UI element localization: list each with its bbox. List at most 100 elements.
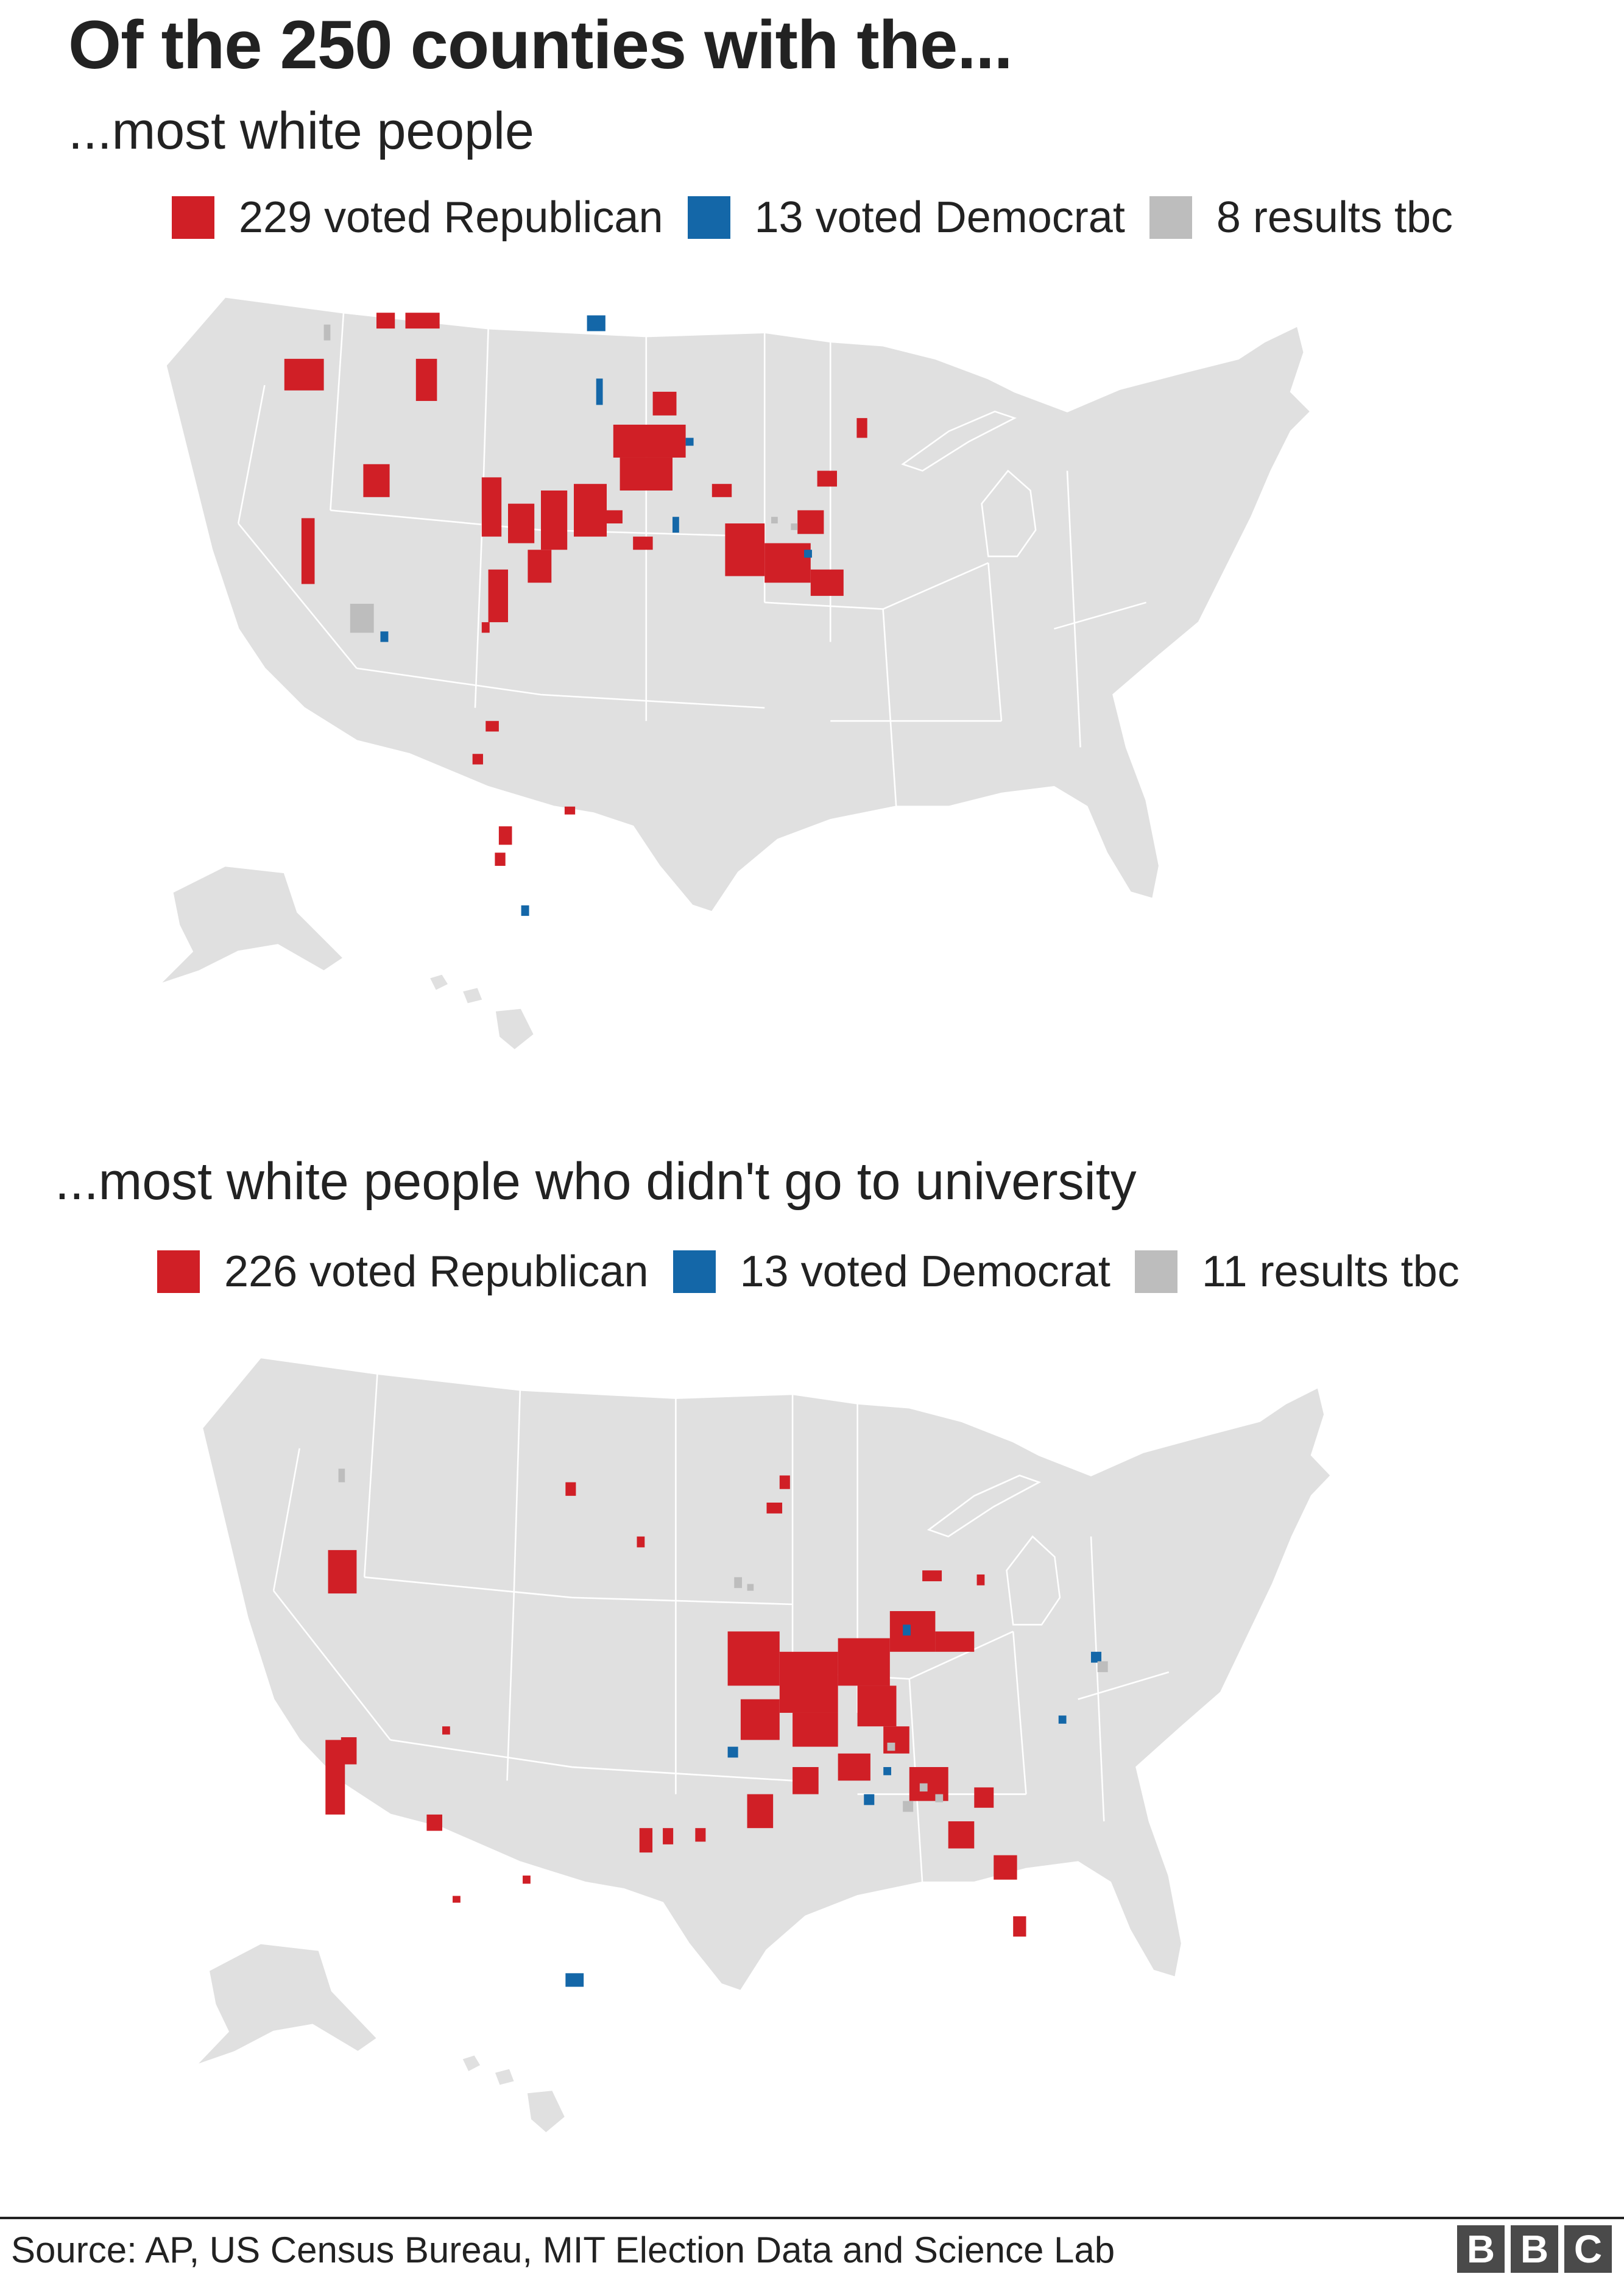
county-republican (695, 1828, 706, 1842)
county-tbc (791, 523, 798, 530)
hawaii-2 (493, 2067, 517, 2087)
county-republican (922, 1570, 942, 1582)
michigan-lower (1006, 1535, 1061, 1626)
county-republican (442, 1726, 450, 1735)
county-republican (1013, 1916, 1026, 1937)
county-republican (528, 550, 552, 583)
county-republican (341, 1737, 357, 1765)
county-democrat (883, 1767, 891, 1776)
county-democrat (1058, 1715, 1067, 1724)
map1-subtitle: ...most white people (68, 102, 534, 160)
swatch-democrat (673, 1250, 716, 1293)
county-republican (405, 313, 440, 329)
county-republican (564, 806, 576, 815)
county-republican (727, 1631, 780, 1686)
county-democrat (864, 1794, 875, 1805)
county-republican (363, 464, 390, 497)
county-republican (485, 721, 499, 732)
hawaii-3 (493, 1007, 535, 1052)
county-democrat (1091, 1651, 1102, 1663)
county-republican (376, 313, 395, 329)
county-republican (574, 484, 607, 537)
county-democrat (380, 631, 389, 642)
us-map-white-no-university (195, 1356, 1332, 2134)
county-republican (711, 484, 732, 497)
us-land (195, 1356, 1332, 2134)
legend-label-republican: 229 voted Republican (239, 193, 663, 242)
michigan-upper (927, 1475, 1042, 1538)
legend-item-democrat: 13 voted Democrat (687, 193, 1125, 243)
legend-item-republican: 229 voted Republican (172, 193, 663, 243)
chart-title: Of the 250 counties with the... (68, 7, 1013, 83)
source-note: Source: AP, US Census Bureau, MIT Electi… (11, 2230, 1115, 2270)
county-democrat (521, 905, 529, 916)
county-tbc (903, 1801, 914, 1812)
state-borders (272, 1373, 1170, 1883)
county-republican (817, 470, 837, 487)
county-republican (415, 358, 437, 402)
county-republican (639, 1828, 653, 1853)
county-tbc (935, 1794, 944, 1802)
alaska (158, 865, 345, 985)
county-republican (426, 1814, 442, 1831)
county-republican (620, 457, 673, 491)
county-republican (301, 518, 315, 584)
county-democrat (685, 438, 694, 446)
county-republican (637, 1536, 645, 1548)
county-republican (857, 1685, 897, 1727)
logo-letter: C (1564, 2225, 1612, 2273)
county-republican (663, 1828, 674, 1844)
county-republican (284, 358, 324, 391)
county-tbc (771, 517, 778, 524)
county-republican (453, 1896, 461, 1903)
alaska (195, 1942, 379, 2066)
county-democrat (587, 315, 605, 331)
county-republican (541, 491, 568, 550)
county-republican (523, 1876, 531, 1884)
legend-label-tbc: 8 results tbc (1216, 193, 1453, 242)
county-republican (495, 852, 506, 866)
county-republican (508, 503, 535, 544)
county-republican (797, 510, 824, 534)
county-republican (838, 1638, 890, 1686)
county-republican (889, 1611, 936, 1652)
county-republican (948, 1821, 975, 1849)
county-republican (766, 1502, 783, 1514)
county-republican (740, 1699, 780, 1740)
county-republican (481, 477, 502, 537)
county-democrat (596, 378, 603, 405)
us-land (158, 296, 1312, 1052)
county-republican (764, 543, 811, 583)
county-republican (725, 523, 765, 576)
county-tbc (350, 603, 374, 633)
county-republican (974, 1787, 994, 1808)
county-republican (793, 1712, 838, 1747)
bbc-logo: B B C (1451, 2225, 1612, 2273)
county-republican (935, 1631, 975, 1652)
county-democrat (673, 517, 679, 533)
county-markers (284, 313, 867, 916)
legend-item-democrat: 13 voted Democrat (673, 1247, 1110, 1297)
map2-subtitle: ...most white people who didn't go to un… (55, 1152, 1137, 1211)
logo-letter: B (1511, 2225, 1558, 2273)
county-republican (810, 569, 844, 596)
legend-item-tbc: 11 results tbc (1134, 1247, 1460, 1297)
county-republican (633, 536, 653, 550)
county-republican (856, 418, 867, 438)
footer-divider (0, 2217, 1624, 2219)
county-tbc (747, 1584, 754, 1591)
county-republican (838, 1753, 870, 1781)
michigan-upper (901, 410, 1017, 472)
county-republican (613, 424, 686, 458)
county-markers (325, 1468, 1108, 1987)
county-republican (488, 569, 508, 623)
county-republican (607, 510, 623, 524)
county-republican (652, 391, 677, 416)
legend-label-tbc: 11 results tbc (1201, 1247, 1460, 1296)
county-democrat (727, 1746, 738, 1758)
county-tbc (919, 1783, 928, 1792)
swatch-republican (157, 1250, 200, 1293)
legend-label-republican: 226 voted Republican (224, 1247, 649, 1296)
county-tbc (323, 324, 331, 341)
county-republican (779, 1651, 838, 1713)
